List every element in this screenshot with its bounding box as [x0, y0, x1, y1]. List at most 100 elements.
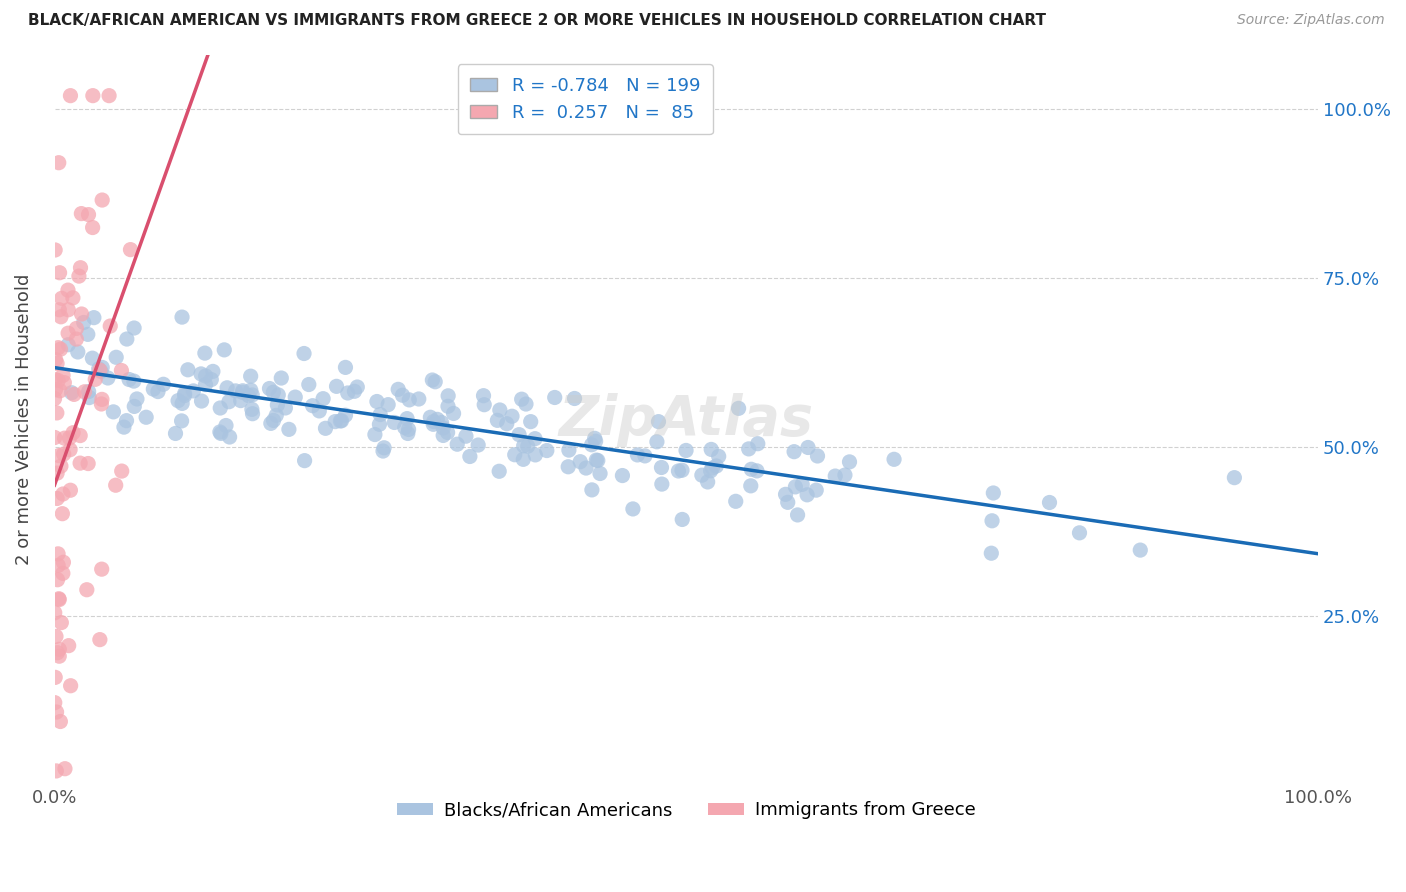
Point: [46, 374, 69, 388]
Point: [201, 364, 224, 378]
Point: [1069, 525, 1091, 540]
Point: [242, 407, 264, 421]
Point: [589, 467, 612, 481]
Point: [52, 447, 75, 461]
Point: [135, 410, 157, 425]
Point: [458, 450, 481, 464]
Point: [45, 764, 67, 778]
Point: [46, 646, 69, 660]
Point: [49, 310, 72, 324]
Point: [396, 411, 419, 425]
Point: [301, 399, 323, 413]
Point: [89, 363, 111, 377]
Point: [69, 428, 91, 442]
Point: [707, 450, 730, 464]
Point: [89, 632, 111, 647]
Point: [472, 389, 495, 403]
Point: [240, 388, 263, 402]
Y-axis label: 2 or more Vehicles in Household: 2 or more Vehicles in Household: [15, 274, 32, 566]
Text: ZipAtlas: ZipAtlas: [558, 392, 814, 447]
Point: [48, 642, 70, 657]
Point: [173, 386, 195, 401]
Point: [44, 430, 66, 444]
Point: [671, 463, 693, 477]
Point: [806, 449, 828, 463]
Point: [98, 319, 121, 334]
Point: [645, 434, 668, 449]
Point: [218, 394, 240, 409]
Point: [146, 384, 169, 399]
Point: [44, 606, 66, 620]
Point: [519, 415, 541, 429]
Point: [346, 380, 368, 394]
Point: [53, 431, 76, 445]
Point: [668, 464, 690, 478]
Point: [558, 443, 581, 458]
Point: [215, 418, 238, 433]
Point: [394, 420, 416, 434]
Point: [696, 475, 718, 489]
Point: [503, 448, 526, 462]
Point: [510, 392, 533, 407]
Point: [583, 431, 606, 445]
Point: [366, 394, 388, 409]
Point: [634, 449, 657, 463]
Point: [77, 457, 100, 471]
Point: [368, 417, 391, 432]
Point: [467, 438, 489, 452]
Point: [59, 483, 82, 498]
Point: [422, 417, 444, 432]
Point: [53, 376, 76, 390]
Point: [194, 346, 217, 360]
Point: [240, 402, 263, 417]
Point: [776, 495, 799, 509]
Point: [115, 414, 138, 428]
Point: [391, 388, 413, 402]
Point: [167, 393, 190, 408]
Point: [426, 412, 449, 426]
Point: [66, 345, 89, 359]
Point: [91, 193, 114, 207]
Point: [48, 155, 70, 169]
Point: [727, 401, 749, 416]
Point: [63, 387, 86, 401]
Point: [239, 369, 262, 384]
Point: [512, 452, 534, 467]
Point: [82, 88, 104, 103]
Point: [515, 397, 537, 411]
Point: [706, 458, 728, 473]
Point: [690, 468, 713, 483]
Point: [51, 291, 73, 305]
Point: [232, 385, 254, 400]
Point: [111, 464, 134, 478]
Point: [232, 384, 254, 398]
Point: [446, 437, 468, 451]
Point: [49, 384, 72, 398]
Point: [218, 430, 240, 444]
Point: [194, 369, 217, 384]
Point: [495, 417, 517, 431]
Point: [264, 409, 287, 423]
Point: [1223, 470, 1246, 484]
Point: [796, 488, 818, 502]
Point: [115, 332, 138, 346]
Point: [165, 426, 187, 441]
Point: [52, 566, 75, 581]
Point: [650, 460, 672, 475]
Point: [1129, 543, 1152, 558]
Point: [277, 422, 299, 436]
Point: [834, 468, 856, 483]
Point: [443, 406, 465, 420]
Point: [612, 468, 634, 483]
Point: [266, 398, 288, 412]
Point: [59, 88, 82, 103]
Point: [48, 302, 70, 317]
Point: [112, 420, 135, 434]
Point: [651, 477, 673, 491]
Point: [260, 417, 283, 431]
Point: [83, 310, 105, 325]
Point: [51, 615, 73, 630]
Point: [87, 362, 110, 376]
Point: [122, 321, 145, 335]
Point: [308, 404, 330, 418]
